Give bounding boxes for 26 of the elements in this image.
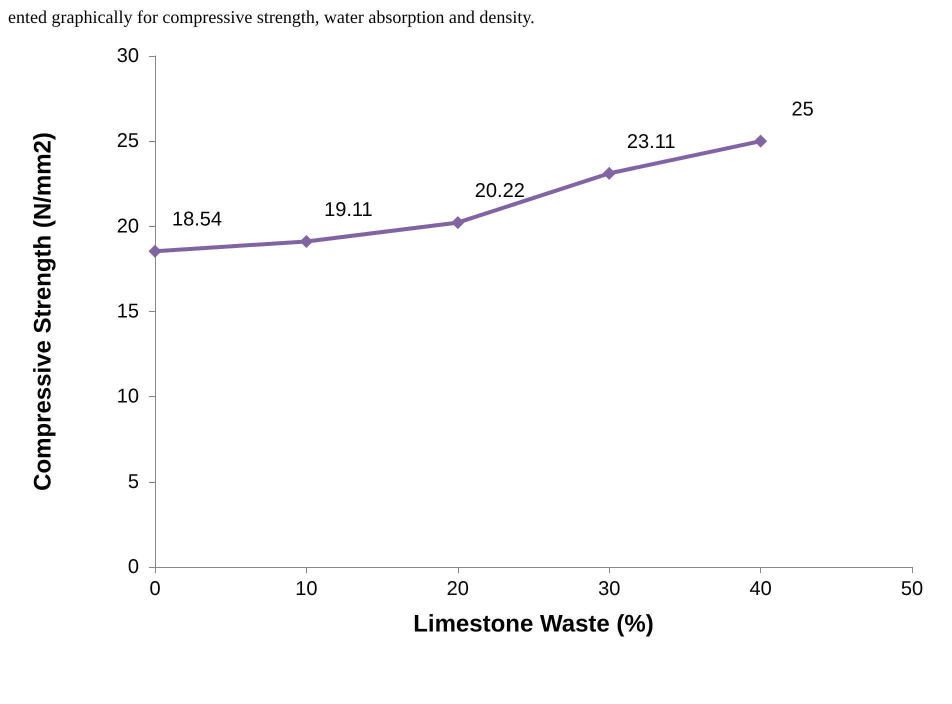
x-tick-label: 10 [295, 578, 318, 600]
y-axis-title: Compressive Strength (N/mm2) [30, 132, 56, 491]
point [602, 166, 616, 180]
y-tick-label: 25 [116, 130, 139, 152]
point [451, 216, 464, 230]
data-label: 18.54 [172, 208, 222, 231]
x-tick-label: 30 [598, 578, 620, 600]
data-label: 19.11 [324, 198, 373, 221]
x-tick-label: 40 [749, 578, 772, 600]
data-label: 23.11 [626, 130, 676, 153]
y-tick-label: 30 [116, 45, 139, 67]
y-tick-label: 20 [116, 215, 139, 238]
data-label: 25 [791, 98, 814, 121]
y-tick-label: 10 [116, 386, 139, 408]
point [148, 244, 162, 258]
data-label: 20.22 [474, 180, 525, 202]
y-tick-label: 15 [116, 300, 139, 322]
y-tick-label: 0 [128, 556, 139, 578]
x-tick-label: 20 [446, 578, 469, 600]
text: ented graphically for compressive strength, water absorption and density. [8, 7, 535, 27]
x-axis-title: Limestone Waste (%) [413, 610, 654, 638]
x-tick-label: 0 [149, 578, 161, 600]
y-tick-label: 5 [128, 470, 139, 493]
x-tick-label: 50 [900, 578, 924, 600]
point [754, 134, 768, 148]
point [300, 234, 313, 248]
